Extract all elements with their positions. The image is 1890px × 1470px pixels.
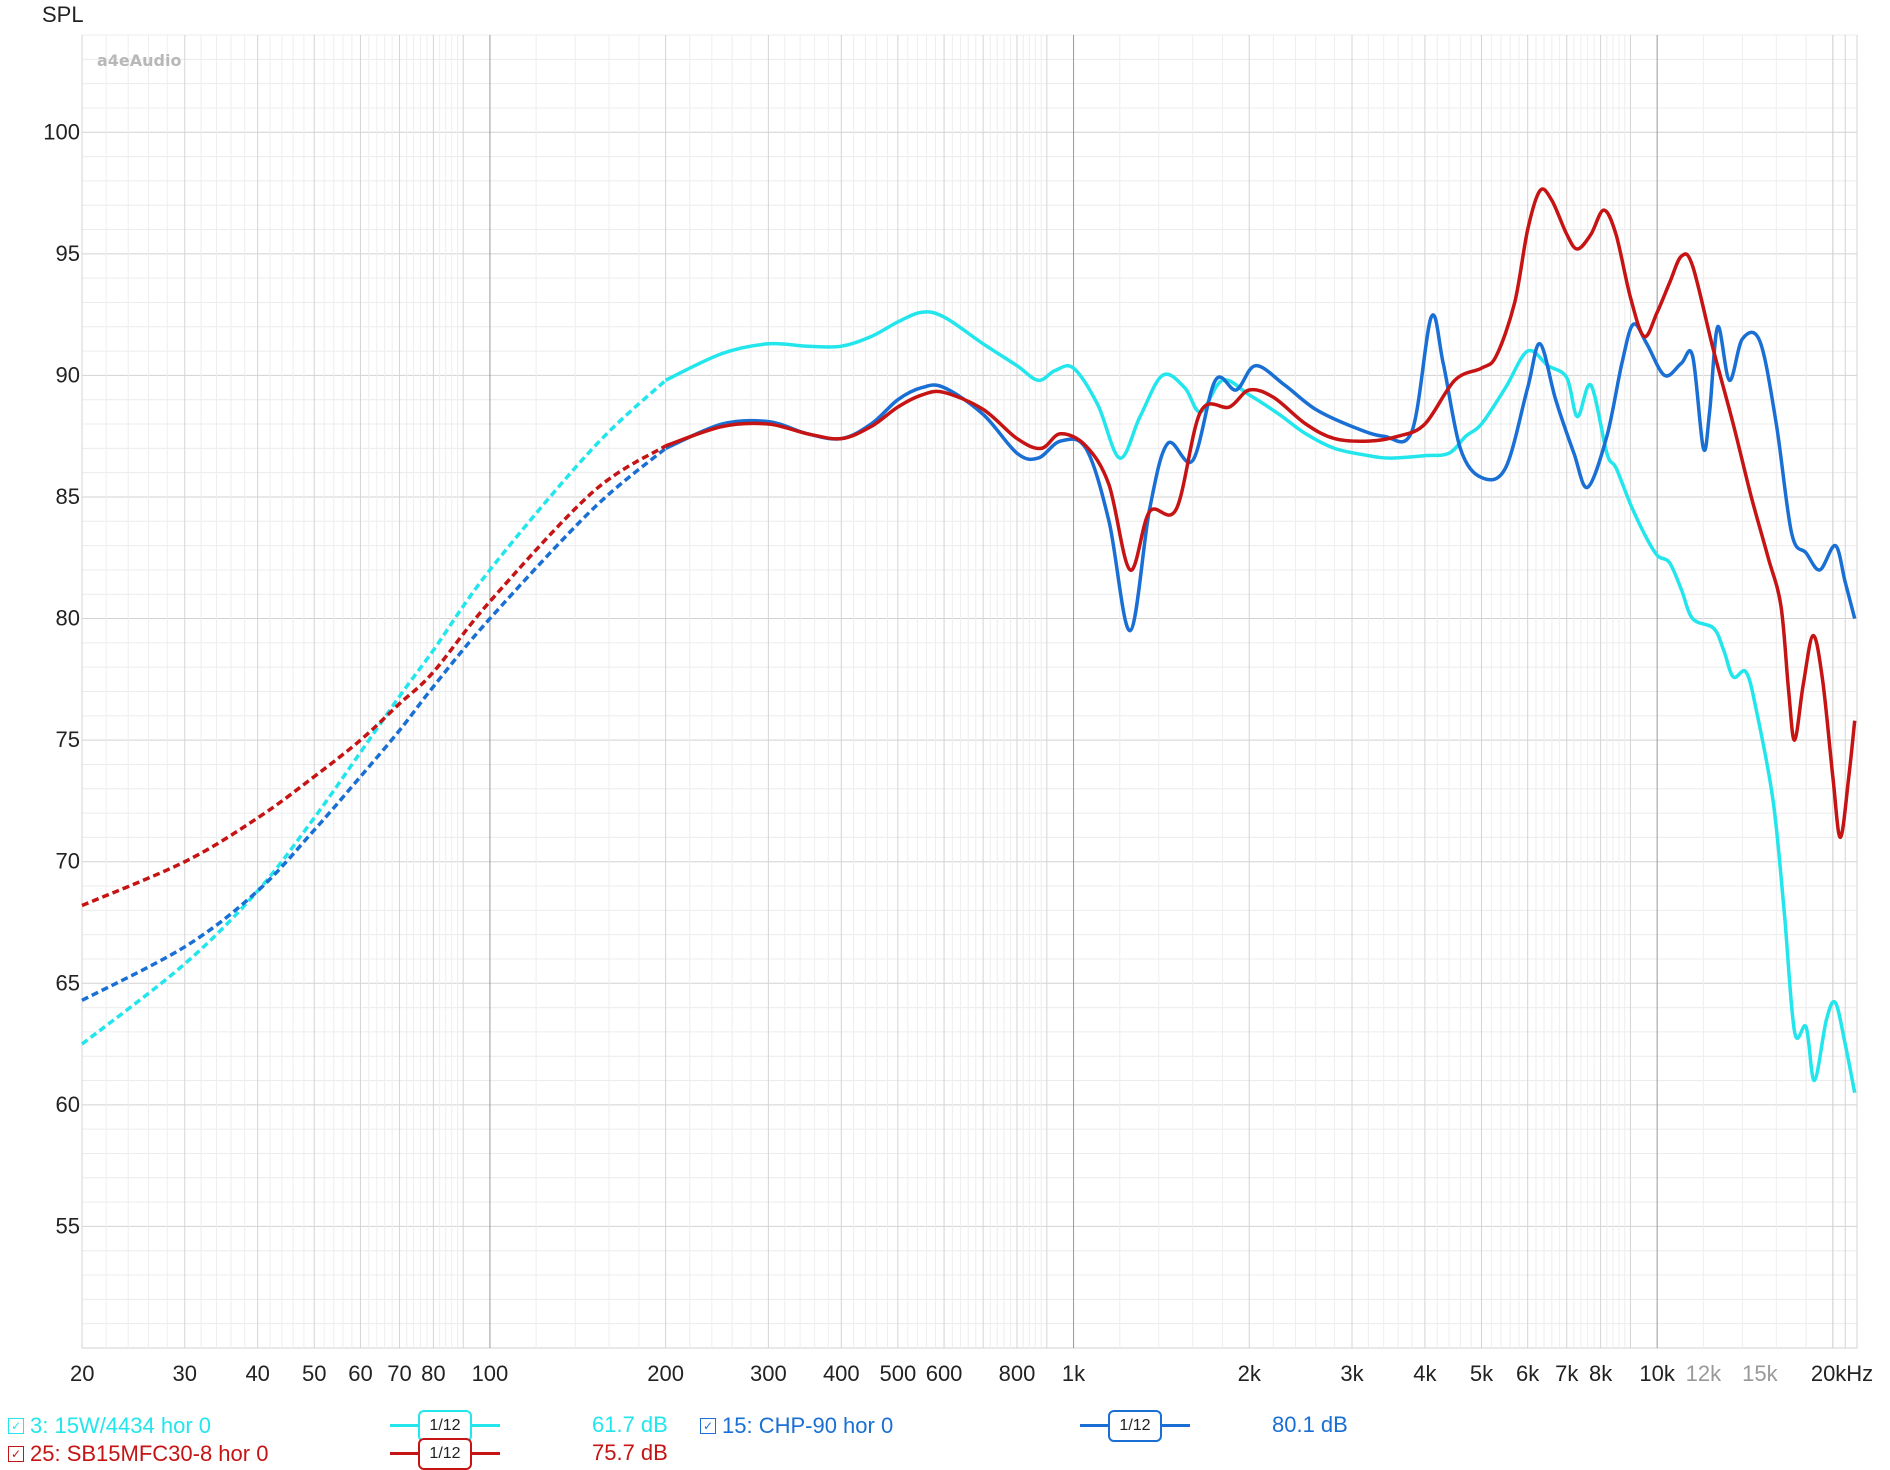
checkbox-icon[interactable]: ✓ bbox=[8, 1446, 24, 1463]
x-tick-label: 80 bbox=[421, 1361, 445, 1386]
a4eaudio-logo: a4eAudio bbox=[97, 51, 181, 70]
x-tick-label: 20kHz bbox=[1811, 1361, 1873, 1386]
x-tick-label: 40 bbox=[245, 1361, 269, 1386]
x-tick-label: 20 bbox=[70, 1361, 94, 1386]
series-curve bbox=[664, 313, 1857, 633]
legend: ✓ 3: 15W/4434 hor 0 1/12 61.7 dB ✓ 15: CHP-90… bbox=[0, 1400, 1890, 1470]
series-3 bbox=[81, 187, 1857, 908]
y-axis-label: SPL bbox=[42, 2, 84, 27]
series-curve bbox=[665, 187, 1857, 840]
y-tick-label: 60 bbox=[56, 1092, 80, 1117]
legend-series-name: 25: SB15MFC30-8 hor 0 bbox=[30, 1441, 269, 1467]
y-tick-label: 55 bbox=[56, 1213, 80, 1238]
x-tick-label: 50 bbox=[302, 1361, 326, 1386]
legend-level-value: 80.1 dB bbox=[1272, 1412, 1348, 1437]
x-tick-label: 1k bbox=[1062, 1361, 1086, 1386]
checkbox-icon[interactable]: ✓ bbox=[700, 1418, 716, 1435]
series-curve-extrapolated bbox=[81, 444, 667, 908]
y-tick-label: 70 bbox=[56, 849, 80, 874]
x-tick-label: 400 bbox=[823, 1361, 860, 1386]
series-2 bbox=[81, 313, 1857, 1002]
y-tick-label: 75 bbox=[56, 727, 80, 752]
x-tick-label: 6k bbox=[1516, 1361, 1540, 1386]
x-tick-label: 70 bbox=[387, 1361, 411, 1386]
smoothing-label: 1/12 bbox=[418, 1410, 472, 1442]
x-tick-label: 12k bbox=[1686, 1361, 1722, 1386]
smoothing-label: 1/12 bbox=[418, 1438, 472, 1470]
x-tick-label: 2k bbox=[1238, 1361, 1262, 1386]
smoothing-label: 1/12 bbox=[1108, 1410, 1162, 1442]
x-tick-label: 15k bbox=[1742, 1361, 1778, 1386]
checkbox-icon[interactable]: ✓ bbox=[8, 1418, 24, 1435]
x-tick-label: 60 bbox=[348, 1361, 372, 1386]
x-tick-label: 100 bbox=[472, 1361, 509, 1386]
legend-entry[interactable]: ✓ 3: 15W/4434 hor 0 bbox=[8, 1410, 211, 1440]
y-tick-label: 95 bbox=[56, 241, 80, 266]
x-tick-label: 8k bbox=[1589, 1361, 1613, 1386]
y-tick-label: 100 bbox=[43, 119, 80, 144]
legend-entry[interactable]: ✓ 15: CHP-90 hor 0 bbox=[700, 1410, 893, 1440]
series-curve-extrapolated bbox=[81, 447, 667, 1002]
smoothing-selector[interactable]: 1/12 bbox=[1080, 1410, 1190, 1442]
x-tick-label: 7k bbox=[1555, 1361, 1579, 1386]
x-tick-label: 3k bbox=[1340, 1361, 1364, 1386]
x-tick-label: 200 bbox=[647, 1361, 684, 1386]
legend-level-value: 61.7 dB bbox=[592, 1412, 668, 1437]
y-tick-label: 65 bbox=[56, 970, 80, 995]
curves bbox=[80, 187, 1857, 1094]
x-tick-label: 500 bbox=[879, 1361, 916, 1386]
x-tick-label: 800 bbox=[999, 1361, 1036, 1386]
legend-level-value: 75.7 dB bbox=[592, 1440, 668, 1465]
legend-entry[interactable]: ✓ 25: SB15MFC30-8 hor 0 bbox=[8, 1438, 268, 1468]
y-tick-label: 90 bbox=[56, 362, 80, 387]
x-tick-label: 5k bbox=[1470, 1361, 1494, 1386]
grid bbox=[81, 34, 1858, 1349]
x-tick-label: 4k bbox=[1413, 1361, 1437, 1386]
x-tick-label: 600 bbox=[926, 1361, 963, 1386]
smoothing-selector[interactable]: 1/12 bbox=[390, 1410, 500, 1442]
legend-series-name: 15: CHP-90 hor 0 bbox=[722, 1413, 894, 1439]
x-axis-ticks: 20 30 40 50 60 70 80 100 200 300 400 500 600 800 1k 2k 3… bbox=[70, 1361, 1873, 1386]
y-tick-label: 85 bbox=[56, 484, 80, 509]
legend-series-name: 3: 15W/4434 hor 0 bbox=[30, 1413, 212, 1439]
y-axis-ticks: 55 60 65 70 75 80 85 90 95 100 bbox=[43, 119, 80, 1238]
y-tick-label: 80 bbox=[56, 606, 80, 631]
x-tick-label: 10k bbox=[1639, 1361, 1675, 1386]
series-curve bbox=[664, 310, 1857, 1094]
x-tick-label: 300 bbox=[750, 1361, 787, 1386]
x-tick-label: 30 bbox=[173, 1361, 197, 1386]
smoothing-selector[interactable]: 1/12 bbox=[390, 1438, 500, 1470]
